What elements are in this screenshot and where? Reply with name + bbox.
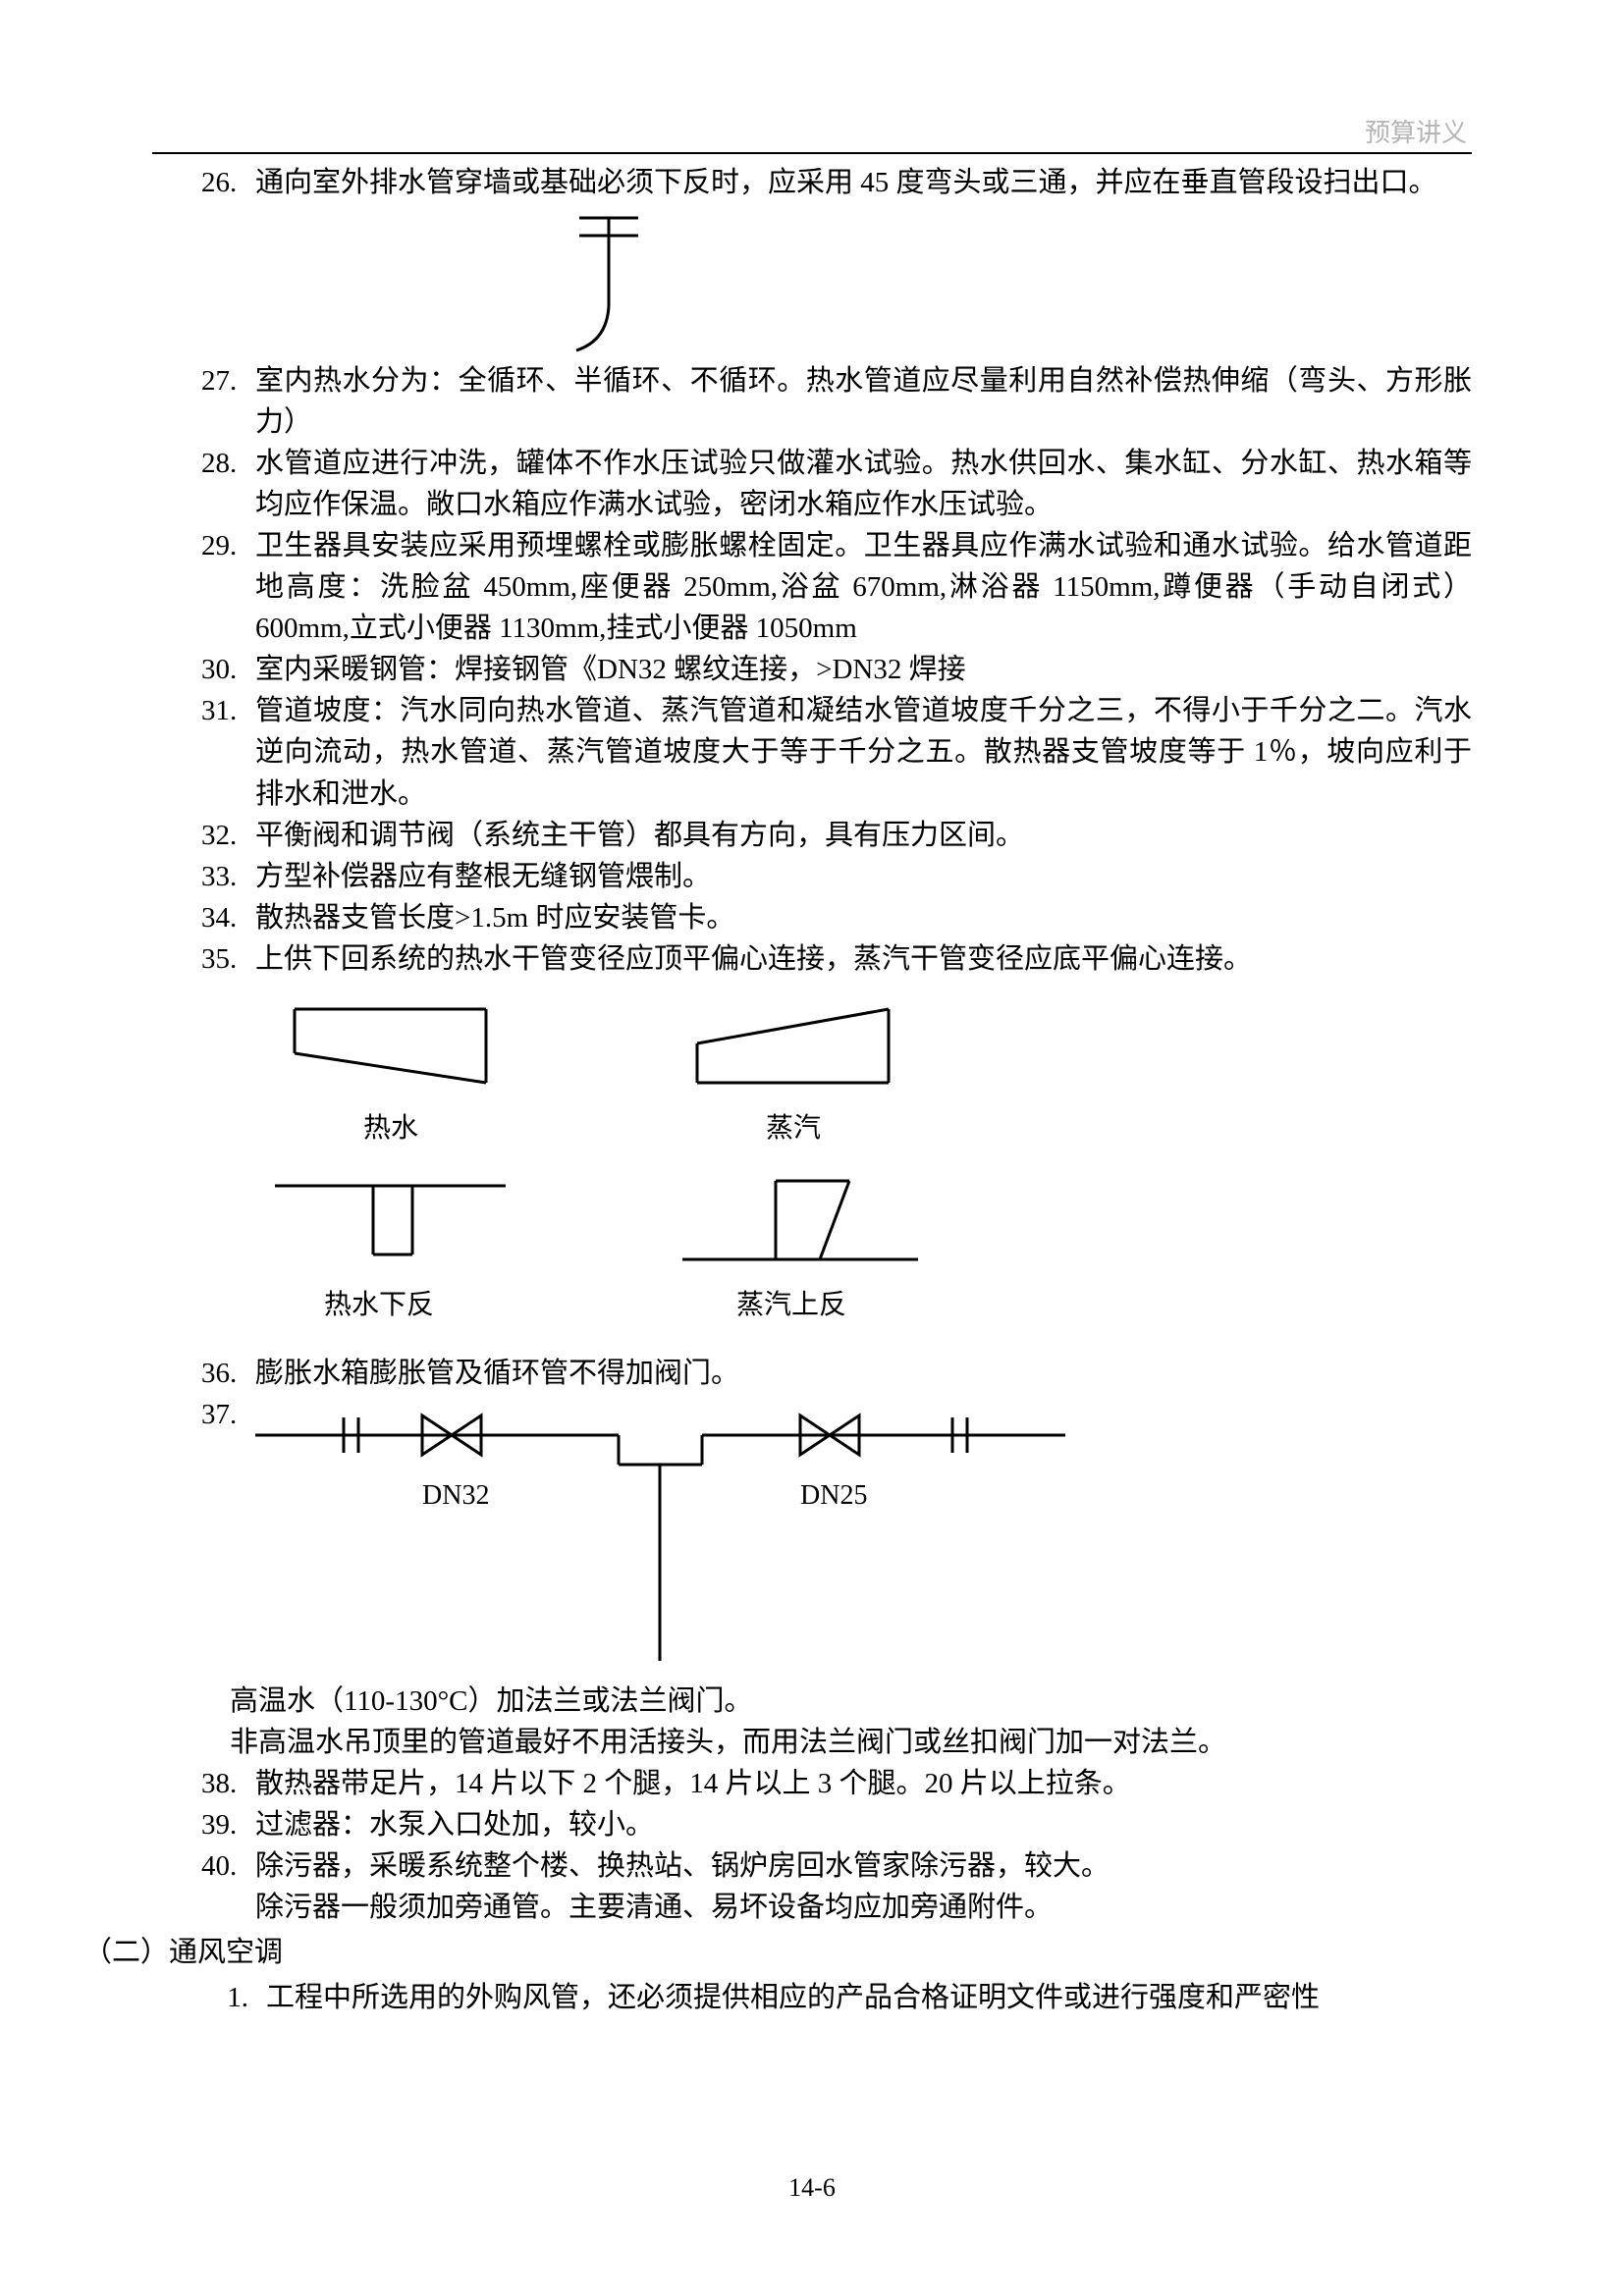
item-number: 32. [201, 815, 255, 856]
item-38: 38. 散热器带足片，14 片以下 2 个腿，14 片以上 3 个腿。20 片以… [201, 1763, 1472, 1804]
item-29: 29. 卫生器具安装应采用预埋螺栓或膨胀螺栓固定。卫生器具应作满水试验和通水试验… [201, 525, 1472, 649]
item-37-para2: 非高温水吊顶里的管道最好不用活接头，而用法兰阀门或丝扣阀门加一对法兰。 [201, 1722, 1472, 1763]
item-40b: 除污器一般须加旁通管。主要清通、易坏设备均应加旁通附件。 [255, 1887, 1472, 1928]
reducer-diagram-icon: 热水 蒸汽 热水下反 [201, 989, 1085, 1353]
item-number: 30. [201, 649, 255, 690]
label-dn25: DN25 [800, 1480, 867, 1511]
item-26: 26. 通向室外排水管穿墙或基础必须下反时，应采用 45 度弯头或三通，并应在垂… [201, 162, 1472, 203]
diagram-37: DN32 DN25 [201, 1406, 1472, 1681]
item-text: 室内热水分为：全循环、半循环、不循环。热水管道应尽量利用自然补偿热伸缩（弯头、方… [255, 360, 1472, 443]
item-text: 方型补偿器应有整根无缝钢管煨制。 [255, 856, 1472, 897]
item-33: 33. 方型补偿器应有整根无缝钢管煨制。 [201, 856, 1472, 897]
item-36: 36. 膨胀水箱膨胀管及循环管不得加阀门。 [201, 1353, 1472, 1394]
header-label: 预算讲义 [1365, 113, 1467, 149]
label-hotwater-down: 热水下反 [324, 1289, 434, 1320]
item-text: 通向室外排水管穿墙或基础必须下反时，应采用 45 度弯头或三通，并应在垂直管段设… [255, 162, 1472, 203]
para-text: 除污器一般须加旁通管。主要清通、易坏设备均应加旁通附件。 [255, 1887, 1472, 1928]
para-text: 非高温水吊顶里的管道最好不用活接头，而用法兰阀门或丝扣阀门加一对法兰。 [201, 1722, 1472, 1763]
item-number: 1. [189, 1977, 266, 2018]
item-text: 平衡阀和调节阀（系统主干管）都具有方向，具有压力区间。 [255, 815, 1472, 856]
item-text: 室内采暖钢管：焊接钢管《DN32 螺纹连接，>DN32 焊接 [255, 649, 1472, 690]
item-text: 水管道应进行冲洗，罐体不作水压试验只做灌水试验。热水供回水、集水缸、分水缸、热水… [255, 443, 1472, 525]
section-2-head: （二）通风空调 [83, 1932, 1472, 1973]
diagram-26 [201, 203, 1472, 360]
item-text: 除污器，采暖系统整个楼、换热站、锅炉房回水管家除污器，较大。 [255, 1845, 1472, 1887]
diagram-35: 热水 蒸汽 热水下反 [201, 989, 1472, 1353]
page: 预算讲义 26. 通向室外排水管穿墙或基础必须下反时，应采用 45 度弯头或三通… [0, 0, 1624, 2296]
item-number: 35. [201, 938, 255, 980]
item-39: 39. 过滤器：水泵入口处加，较小。 [201, 1804, 1472, 1845]
item-35: 35. 上供下回系统的热水干管变径应顶平偏心连接，蒸汽干管变径应底平偏心连接。 [201, 938, 1472, 980]
item-number: 39. [201, 1804, 255, 1845]
sweep-out-icon [565, 208, 663, 355]
item-text: 散热器支管长度>1.5m 时应安装管卡。 [255, 897, 1472, 938]
item-30: 30. 室内采暖钢管：焊接钢管《DN32 螺纹连接，>DN32 焊接 [201, 649, 1472, 690]
item-text: 散热器带足片，14 片以下 2 个腿，14 片以上 3 个腿。20 片以上拉条。 [255, 1763, 1472, 1804]
item-text: 卫生器具安装应采用预埋螺栓或膨胀螺栓固定。卫生器具应作满水试验和通水试验。给水管… [255, 525, 1472, 649]
item-number: 34. [201, 897, 255, 938]
item-number: 29. [201, 525, 255, 649]
section-2-list: 1. 工程中所选用的外购风管，还必须提供相应的产品合格证明文件或进行强度和严密性 [189, 1977, 1472, 2018]
item-34: 34. 散热器支管长度>1.5m 时应安装管卡。 [201, 897, 1472, 938]
pipe-valve-diagram-icon: DN32 DN25 [231, 1406, 1114, 1681]
item-31: 31. 管道坡度：汽水同向热水管道、蒸汽管道和凝结水管道坡度千分之三，不得小于千… [201, 690, 1472, 814]
item-number: 38. [201, 1763, 255, 1804]
item-number: 28. [201, 443, 255, 525]
item-text: 管道坡度：汽水同向热水管道、蒸汽管道和凝结水管道坡度千分之三，不得小于千分之二。… [255, 690, 1472, 814]
item-text: 膨胀水箱膨胀管及循环管不得加阀门。 [255, 1353, 1472, 1394]
item-text: 过滤器：水泵入口处加，较小。 [255, 1804, 1472, 1845]
item-number: 31. [201, 690, 255, 814]
label-steam-up: 蒸汽上反 [736, 1289, 846, 1320]
label-steam: 蒸汽 [766, 1112, 821, 1144]
item-number: 26. [201, 162, 255, 203]
item-27: 27. 室内热水分为：全循环、半循环、不循环。热水管道应尽量利用自然补偿热伸缩（… [201, 360, 1472, 443]
item-text: 上供下回系统的热水干管变径应顶平偏心连接，蒸汽干管变径应底平偏心连接。 [255, 938, 1472, 980]
section-2-item-1: 1. 工程中所选用的外购风管，还必须提供相应的产品合格证明文件或进行强度和严密性 [189, 1977, 1472, 2018]
item-number: 40. [201, 1845, 255, 1887]
item-text: 工程中所选用的外购风管，还必须提供相应的产品合格证明文件或进行强度和严密性 [266, 1977, 1472, 2018]
page-number: 14-6 [0, 2173, 1624, 2203]
item-number: 33. [201, 856, 255, 897]
para-text: 高温水（110-130°C）加法兰或法兰阀门。 [201, 1681, 1472, 1722]
content-body: 26. 通向室外排水管穿墙或基础必须下反时，应采用 45 度弯头或三通，并应在垂… [201, 162, 1472, 2018]
label-dn32: DN32 [422, 1480, 489, 1511]
item-37-para1: 高温水（110-130°C）加法兰或法兰阀门。 [201, 1681, 1472, 1722]
label-hotwater: 热水 [363, 1112, 418, 1144]
item-number: 36. [201, 1353, 255, 1394]
item-number: 27. [201, 360, 255, 443]
item-40: 40. 除污器，采暖系统整个楼、换热站、锅炉房回水管家除污器，较大。 [201, 1845, 1472, 1887]
item-28: 28. 水管道应进行冲洗，罐体不作水压试验只做灌水试验。热水供回水、集水缸、分水… [201, 443, 1472, 525]
header-rule [152, 152, 1472, 154]
item-32: 32. 平衡阀和调节阀（系统主干管）都具有方向，具有压力区间。 [201, 815, 1472, 856]
